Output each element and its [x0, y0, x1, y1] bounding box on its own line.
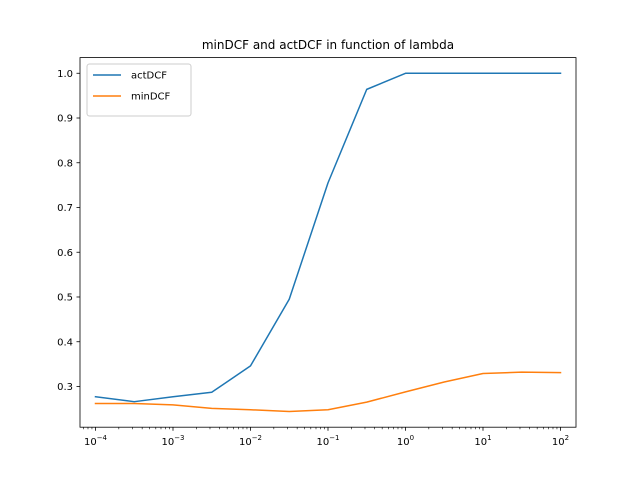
legend: actDCF minDCF — [86, 63, 192, 117]
x-axis: 10−4 10−3 10−2 10−1 100 101 102 — [84, 427, 569, 448]
x-tick-label: 101 — [474, 434, 491, 448]
series-minDCF — [94, 371, 562, 413]
x-tick-label: 10−2 — [239, 434, 262, 448]
y-tick-label: 1.0 — [57, 69, 73, 80]
y-tick-label: 0.9 — [57, 114, 73, 125]
series-layer — [94, 72, 562, 413]
x-tick-label: 10−3 — [161, 434, 184, 448]
x-tick-label: 10−4 — [84, 434, 108, 448]
series-actDCF — [94, 72, 562, 403]
x-tick-label: 100 — [397, 434, 414, 448]
y-tick-label: 0.3 — [57, 382, 73, 393]
y-tick-label: 0.5 — [57, 293, 73, 304]
y-axis: 0.3 0.4 0.5 0.6 0.7 0.8 0.9 1.0 — [57, 69, 80, 393]
legend-box — [86, 63, 192, 117]
x-tick-label: 102 — [552, 434, 569, 448]
plot-frame — [79, 57, 577, 428]
chart-title: minDCF and actDCF in function of lambda — [202, 38, 454, 52]
y-tick-label: 0.6 — [57, 248, 73, 259]
legend-label-minDCF: minDCF — [131, 92, 171, 103]
plot-area — [80, 57, 576, 428]
y-tick-label: 0.8 — [57, 158, 73, 169]
legend-label-actDCF: actDCF — [131, 71, 167, 82]
y-tick-label: 0.4 — [57, 337, 73, 348]
y-tick-label: 0.7 — [57, 203, 73, 214]
x-tick-label: 10−1 — [316, 434, 339, 448]
